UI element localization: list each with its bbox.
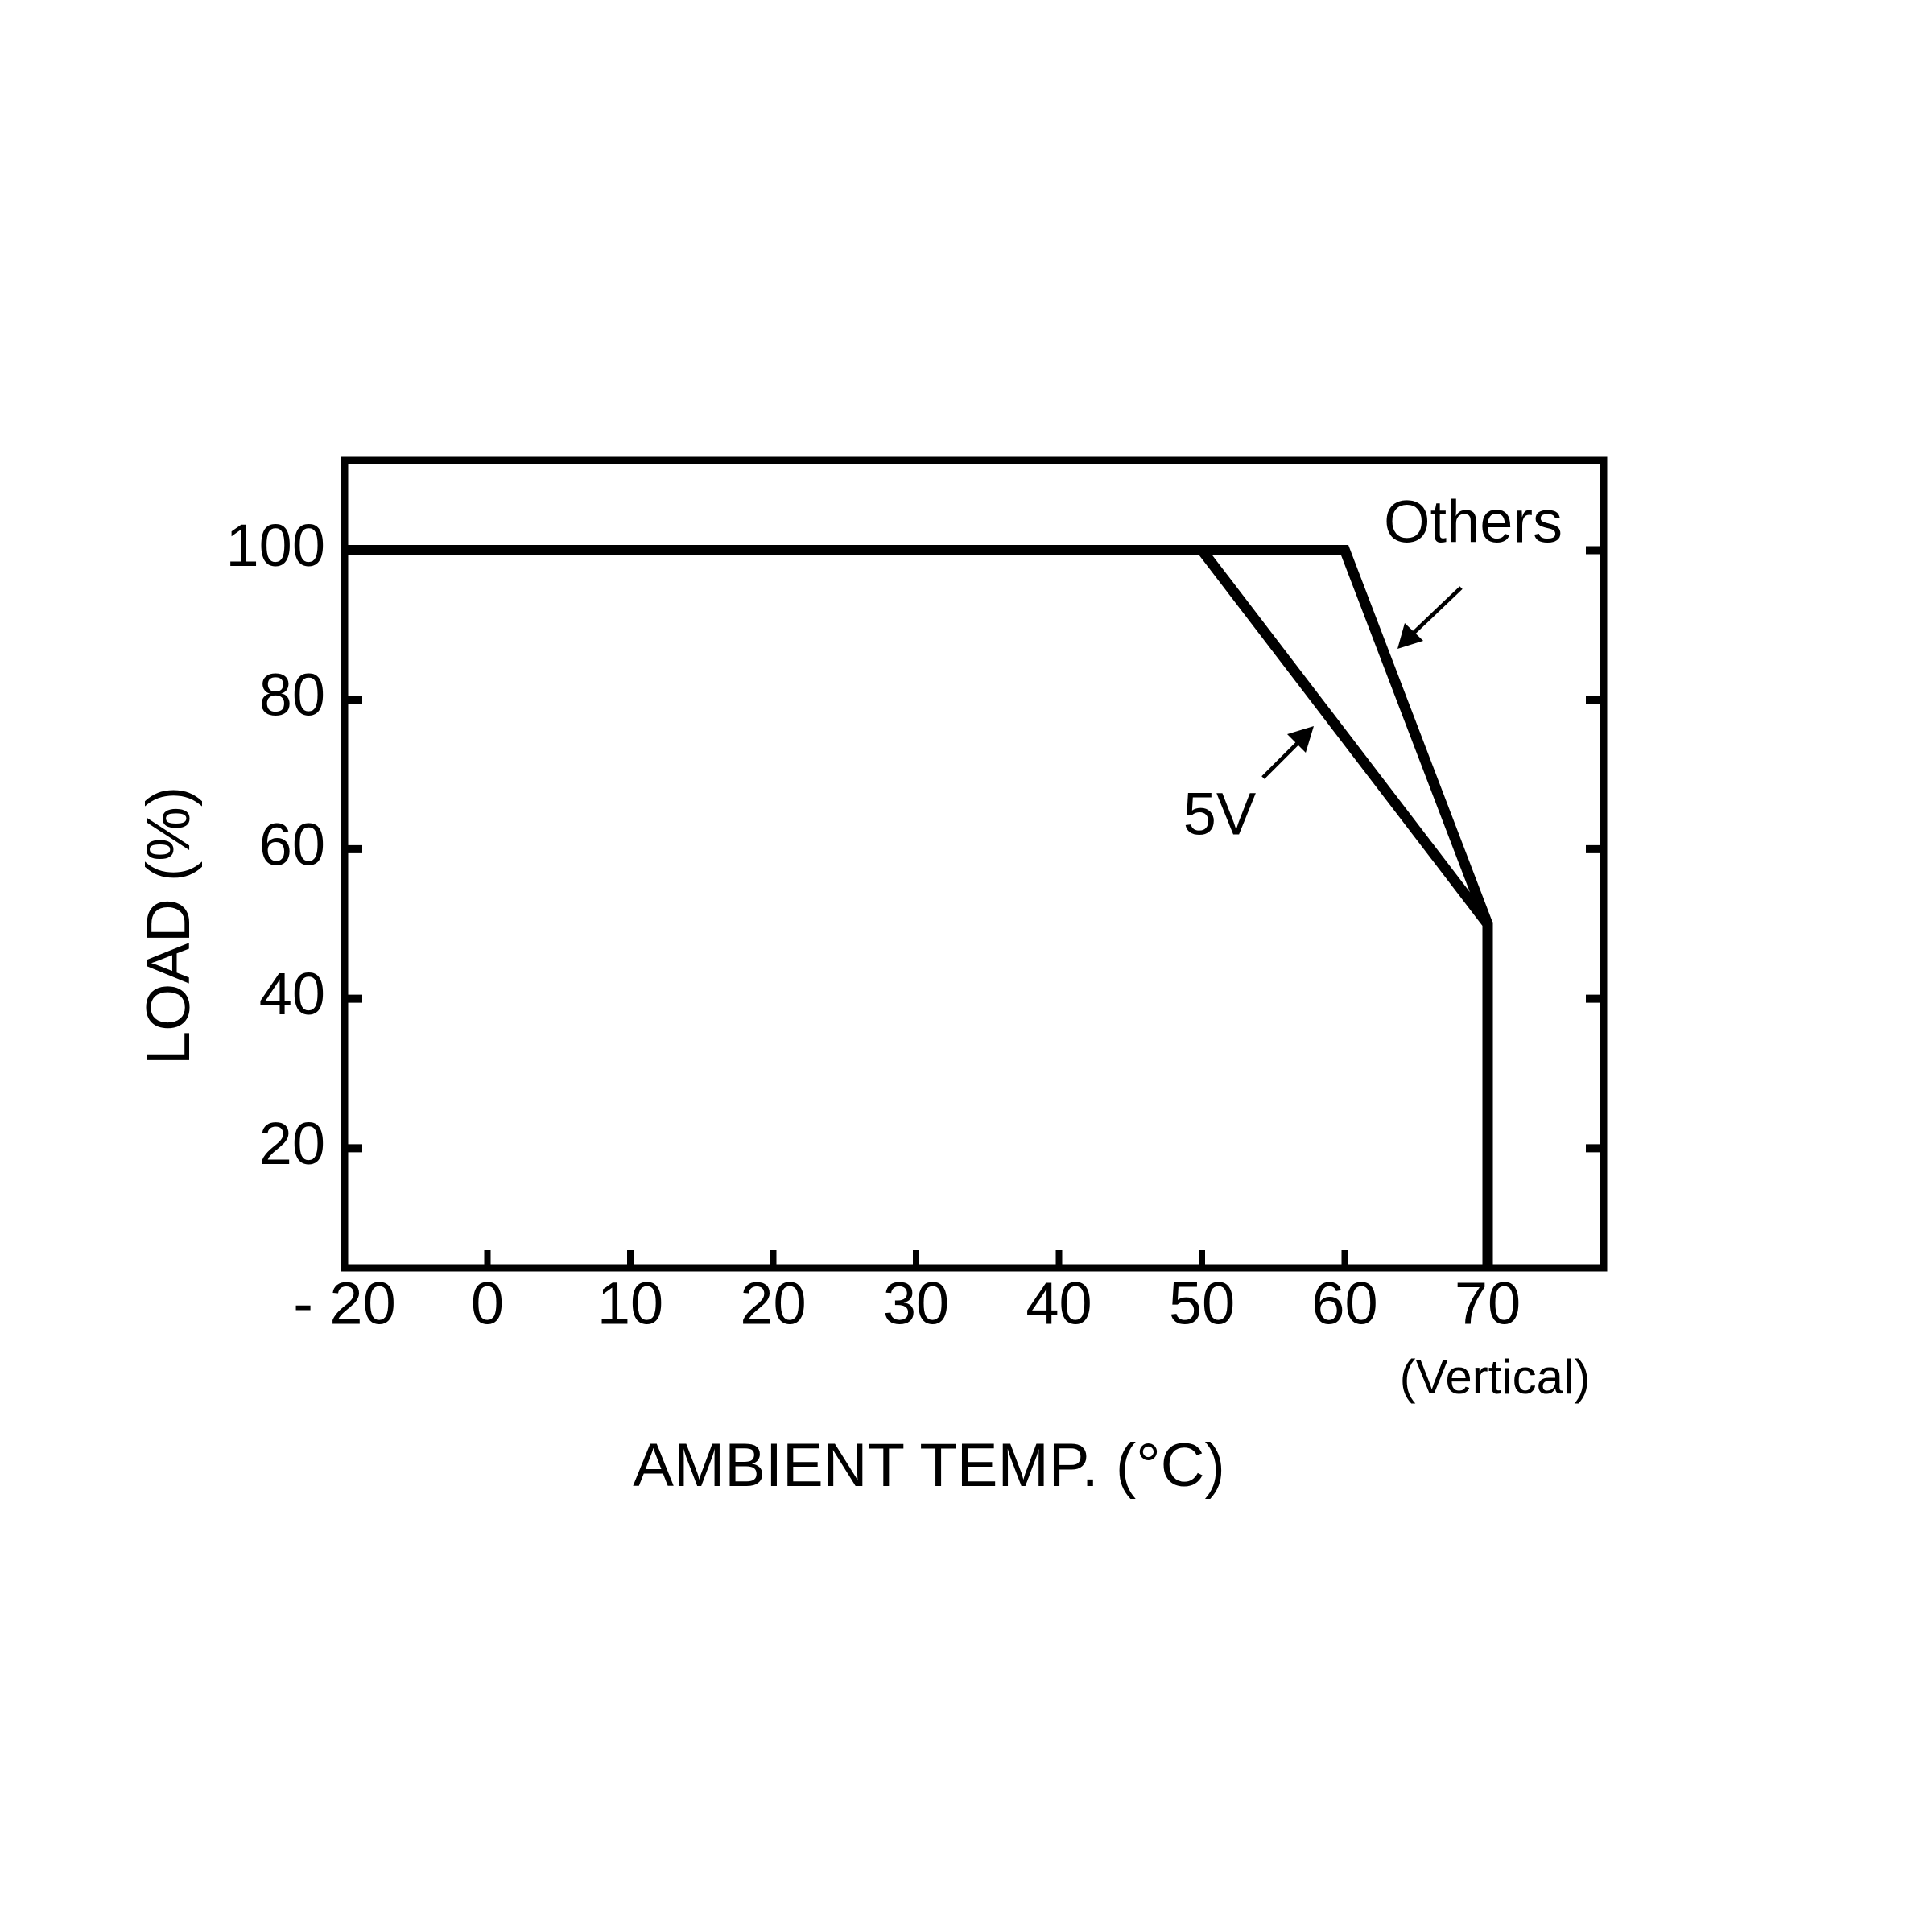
x-tick-label: 70: [1455, 1270, 1521, 1337]
series-label: Others: [1384, 489, 1563, 555]
x-axis-note: (Vertical): [1400, 1350, 1591, 1404]
y-tick-label: 40: [259, 960, 325, 1027]
x-tick-label: 40: [1026, 1270, 1092, 1337]
x-tick-label: 10: [597, 1270, 663, 1337]
y-axis-title: LOAD (%): [134, 786, 203, 1065]
y-tick-label: 20: [259, 1110, 325, 1177]
x-tick-label: - 20: [293, 1270, 396, 1337]
y-tick-label: 60: [259, 811, 325, 877]
x-tick-label: 60: [1311, 1270, 1377, 1337]
x-tick-label: 0: [471, 1270, 504, 1337]
y-tick-label: 80: [259, 662, 325, 729]
annotation-arrow: [1261, 726, 1314, 779]
x-tick-label: 30: [883, 1270, 949, 1337]
plot-frame: [341, 456, 1608, 1272]
x-tick-label: 50: [1169, 1270, 1235, 1337]
annotation-arrow: [1397, 586, 1463, 649]
y-tick-label: 100: [226, 512, 325, 579]
series-line: [345, 544, 1493, 1268]
x-tick-label: 20: [740, 1270, 806, 1337]
series-label: 5V: [1183, 781, 1257, 848]
x-axis-title: AMBIENT TEMP. (°C): [633, 1431, 1225, 1500]
